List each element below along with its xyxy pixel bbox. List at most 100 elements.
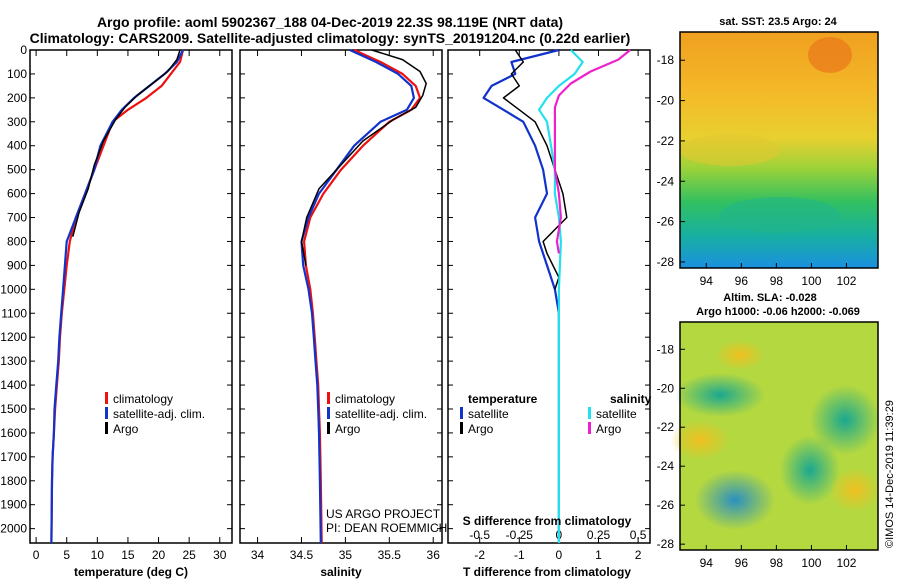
map-y-tick-label: -22 — [657, 134, 675, 148]
pi-note: PI: DEAN ROEMMICH — [326, 521, 447, 535]
map-x-tick-label: 96 — [735, 274, 749, 288]
sst-warm-patch — [808, 37, 852, 73]
salinity-xlabel: salinity — [320, 565, 362, 579]
t-difference-xlabel: T difference from climatology — [463, 565, 631, 579]
depth-tick-label: 100 — [7, 67, 27, 81]
temperature-chart: 0 5 10 15 20 25 30 — [30, 49, 232, 562]
legend-swatch-satellite — [327, 407, 330, 419]
map-x-tick-label: 100 — [801, 556, 821, 570]
depth-tick-label: 900 — [7, 258, 27, 272]
sla-high-1 — [715, 340, 765, 370]
x-tick-label: 2 — [635, 548, 642, 562]
depth-tick-label: 1600 — [0, 426, 27, 440]
depth-tick-label: 1000 — [0, 282, 27, 296]
map-y-tick-label: -18 — [657, 53, 675, 67]
salinity-legend: climatology satellite-adj. clim. Argo — [327, 392, 427, 436]
top-tick-label: 0.5 — [630, 528, 647, 542]
legend-label-climatology: climatology — [113, 392, 173, 406]
temperature-legend: climatology satellite-adj. clim. Argo — [105, 392, 205, 436]
sst-cool-patch — [720, 197, 840, 233]
depth-tick-label: 300 — [7, 115, 27, 129]
sst-mid-patch — [680, 134, 780, 166]
map-x-tick-label: 102 — [836, 556, 856, 570]
sla-map-axes: 94 96 98 100 102 -18 -20 -22 -24 -26 -28 — [657, 342, 857, 570]
series-line-argo — [300, 49, 427, 266]
depth-tick-label: 1300 — [0, 354, 27, 368]
series-line-s-argo — [553, 49, 631, 254]
x-tick-label: 10 — [91, 548, 105, 562]
temperature-xlabel: temperature (deg C) — [74, 565, 188, 579]
imos-credit: ©IMOS 14-Dec-2019 11:39:29 — [884, 400, 896, 548]
map-y-tick-label: -20 — [657, 381, 675, 395]
legend-label-t-argo: Argo — [468, 422, 494, 436]
top-tick-label: 0.25 — [587, 528, 611, 542]
map-y-tick-label: -26 — [657, 215, 675, 229]
legend-label-argo: Argo — [113, 422, 139, 436]
series-line-t-argo — [502, 49, 568, 290]
map-x-tick-label: 96 — [735, 556, 749, 570]
difference-panel-frame — [447, 49, 651, 544]
legend-label-t-satellite: satellite — [468, 407, 509, 421]
map-x-tick-label: 94 — [700, 556, 714, 570]
legend-label-satellite: satellite-adj. clim. — [113, 407, 205, 421]
project-note: US ARGO PROJECT — [326, 507, 441, 521]
sst-map — [679, 31, 879, 269]
depth-tick-label: 1400 — [0, 378, 27, 392]
x-tick-label: 0 — [33, 548, 40, 562]
depth-tick-label: 700 — [7, 211, 27, 225]
sla-low-4 — [780, 435, 840, 505]
x-tick-label: 36 — [427, 548, 441, 562]
legend-title-temperature: temperature — [468, 392, 538, 406]
depth-tick-label: 800 — [7, 234, 27, 248]
legend-swatch-satellite — [105, 407, 108, 419]
sla-map-frame — [679, 321, 879, 551]
top-tick-label: -0.5 — [469, 528, 490, 542]
x-tick-label: 35 — [339, 548, 353, 562]
sla-map-title-1: Altim. SLA: -0.028 — [723, 292, 817, 304]
sla-low-1 — [675, 373, 765, 417]
series-line-climatology — [50, 49, 185, 544]
sla-low-3 — [695, 470, 775, 530]
map-y-tick-label: -26 — [657, 498, 675, 512]
depth-tick-label: 1200 — [0, 330, 27, 344]
legend-swatch-argo — [327, 422, 330, 434]
x-tick-label: -2 — [474, 548, 485, 562]
sla-low-2 — [810, 385, 880, 455]
legend-swatch-s-argo — [588, 422, 591, 434]
series-line-satellite-adj-clim- — [300, 48, 415, 544]
sla-map — [670, 321, 880, 551]
x-tick-label: 0 — [556, 548, 563, 562]
series-line-climatology — [303, 48, 422, 544]
legend-swatch-s-satellite — [588, 407, 591, 419]
legend-label-argo: Argo — [335, 422, 361, 436]
depth-tick-label: 1100 — [1, 306, 27, 320]
legend-label-climatology: climatology — [335, 392, 395, 406]
legend-swatch-argo — [105, 422, 108, 434]
top-tick-label: -0.25 — [506, 528, 534, 542]
x-tick-label: 34.5 — [290, 548, 314, 562]
legend-label-s-argo: Argo — [596, 422, 622, 436]
sst-map-frame — [679, 31, 879, 269]
sla-high-3 — [830, 468, 880, 512]
depth-tick-label: 2000 — [0, 522, 27, 536]
series-line-argo — [72, 49, 181, 237]
map-x-tick-label: 94 — [700, 274, 714, 288]
salinity-chart: 34 34.5 35 35.5 36 — [240, 48, 442, 562]
s-difference-label: S difference from climatology — [463, 514, 632, 528]
map-y-tick-label: -20 — [657, 94, 675, 108]
x-tick-label: 30 — [213, 548, 227, 562]
map-x-tick-label: 102 — [836, 274, 856, 288]
difference-legend: temperature satellite Argo salinity sate… — [460, 392, 652, 436]
x-tick-label: 1 — [595, 548, 602, 562]
x-tick-label: 34 — [251, 548, 265, 562]
depth-tick-label: 0 — [20, 43, 27, 57]
x-tick-label: 20 — [152, 548, 166, 562]
x-tick-label: 35.5 — [378, 548, 402, 562]
map-y-tick-label: -28 — [657, 255, 675, 269]
depth-axis: 0 100 200 300 400 500 600 700 800 900 1000 1100 1200… — [0, 43, 27, 536]
map-y-tick-label: -22 — [657, 420, 675, 434]
depth-tick-label: 1500 — [0, 402, 27, 416]
depth-tick-label: 600 — [7, 187, 27, 201]
